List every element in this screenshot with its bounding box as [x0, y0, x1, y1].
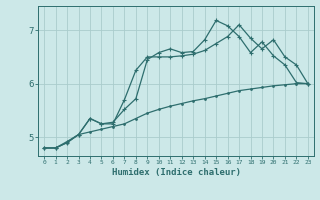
X-axis label: Humidex (Indice chaleur): Humidex (Indice chaleur): [111, 168, 241, 177]
